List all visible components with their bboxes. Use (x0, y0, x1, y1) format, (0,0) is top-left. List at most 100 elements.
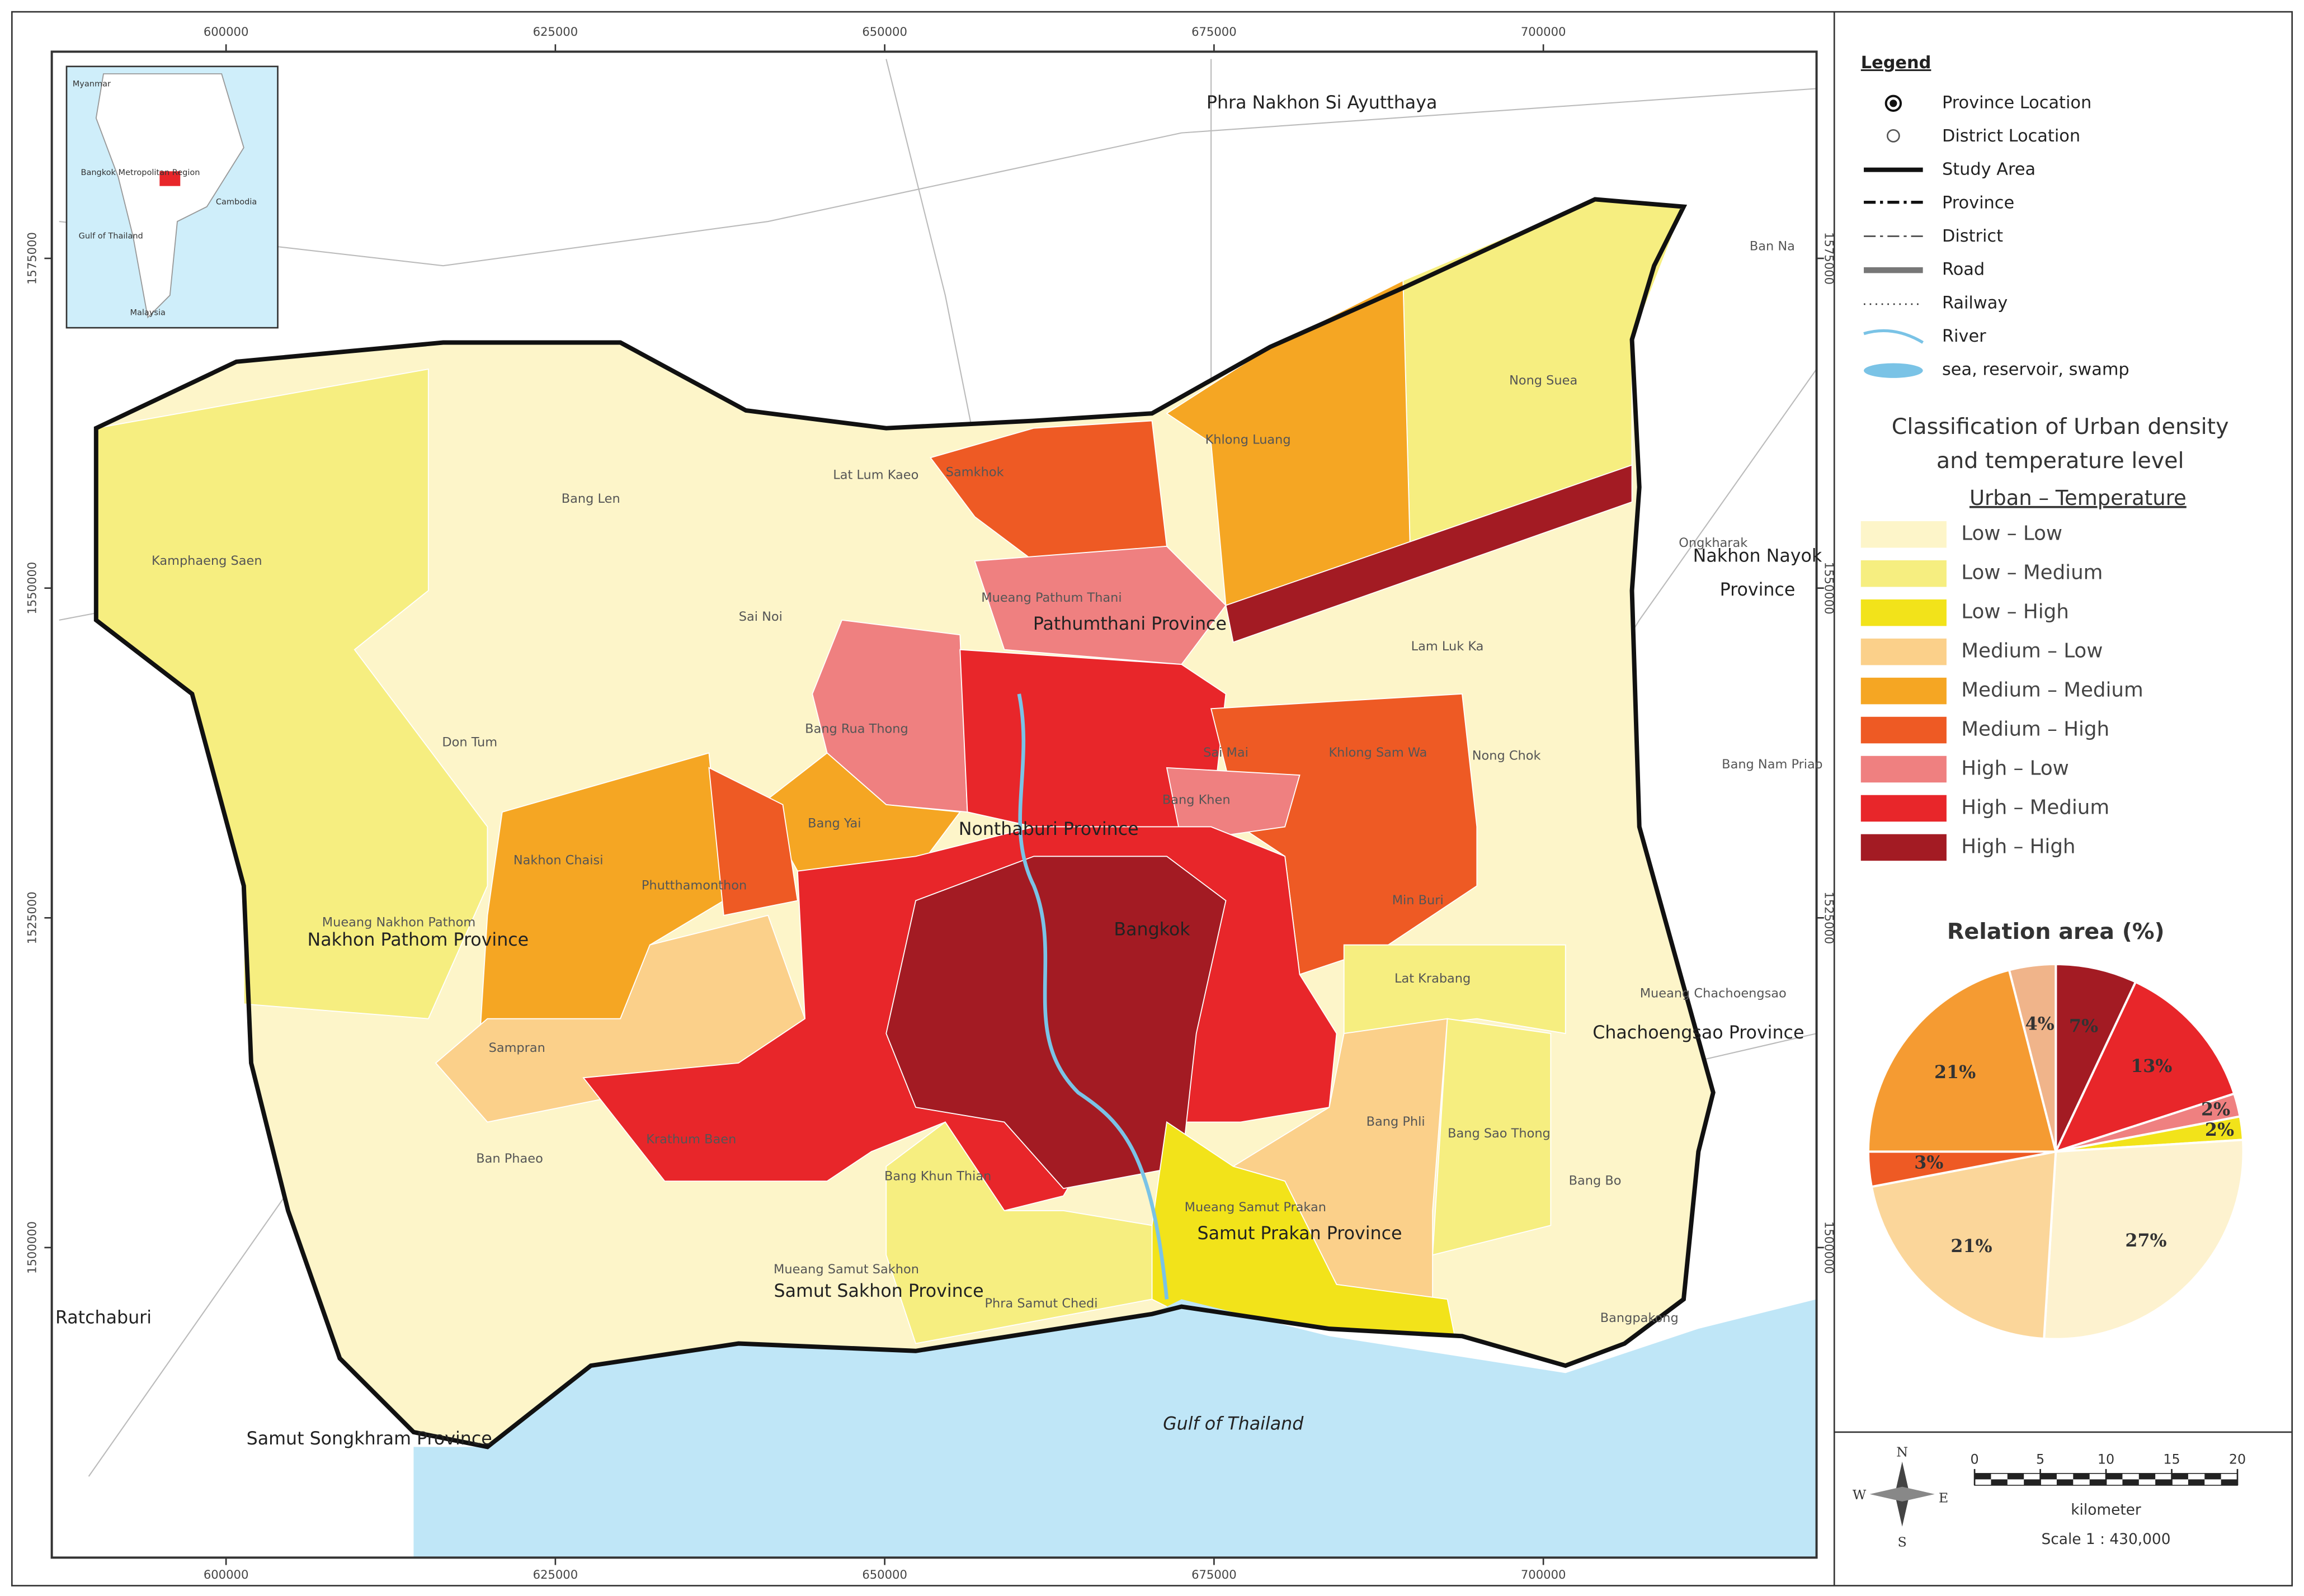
legend-symbols (1863, 95, 1924, 378)
scale-tick-label: 15 (2163, 1452, 2180, 1467)
legend-item: Railway (1942, 293, 2008, 313)
place-label: Sai Mai (1203, 745, 1248, 760)
class-swatch (1860, 755, 1947, 783)
district (974, 545, 1227, 665)
class-swatch (1860, 521, 1947, 548)
y-tick-label: 1575000 (25, 232, 39, 285)
place-label: Sai Noi (739, 610, 783, 624)
place-label: Samut Songkhram Province (247, 1429, 492, 1449)
place-label: Gulf of Thailand (1163, 1414, 1304, 1434)
pie-label: 2% (2201, 1099, 2230, 1120)
place-label: Ban Phaeo (476, 1151, 543, 1166)
legend-item: Province Location (1942, 93, 2091, 112)
y-tick-label: 1500000 (1822, 1221, 1836, 1274)
legend-item: Road (1942, 260, 1985, 280)
class-label: High – High (1961, 835, 2075, 858)
class-label: Low – Low (1961, 522, 2062, 545)
legend-item: Province (1942, 193, 2014, 213)
place-label: Mueang Samut Sakhon (774, 1262, 919, 1277)
pie-label: 2% (2205, 1120, 2234, 1140)
scale-segment (2221, 1479, 2238, 1485)
pie-slice (2053, 980, 2236, 1154)
place-label: Ban Na (1750, 239, 1795, 253)
x-tick-label: 700000 (1521, 25, 1566, 39)
symbol-district (1886, 129, 1900, 143)
inset-study-area (159, 171, 181, 186)
classification-title: Classification of Urban density (1892, 414, 2229, 440)
compass-letter: E (1939, 1490, 1948, 1505)
pie-label: 13% (2131, 1056, 2172, 1076)
district (708, 767, 798, 916)
legend-item: sea, reservoir, swamp (1942, 360, 2129, 380)
place-label: Bang Phli (1367, 1115, 1425, 1129)
inset-label: Gulf of Thailand (79, 232, 143, 240)
compass-letter: N (1896, 1444, 1908, 1460)
district (885, 1121, 1153, 1344)
place-label: Nong Chok (1472, 748, 1541, 763)
place-label: Khlong Luang (1205, 432, 1291, 447)
symbol-sea (1864, 363, 1923, 378)
compass-letter: W (1853, 1487, 1867, 1503)
pie-label: 21% (1934, 1062, 1976, 1083)
inset-map (65, 65, 279, 329)
map-frame (50, 50, 1818, 1559)
pie-label: 21% (1950, 1236, 1992, 1257)
class-label: Medium – High (1961, 718, 2109, 741)
classification-title: and temperature level (1937, 448, 2184, 474)
place-label: Khlong Sam Wa (1328, 745, 1427, 760)
scale-segment (2007, 1473, 2024, 1480)
place-label: Bang Len (562, 492, 620, 506)
district (1432, 1018, 1552, 1256)
place-label: Nakhon Chaisi (513, 853, 604, 868)
x-tick-label: 600000 (204, 25, 249, 39)
class-swatch (1860, 677, 1947, 705)
x-tick-label: 625000 (533, 1567, 578, 1581)
pie-slice (1870, 1150, 2057, 1340)
scale-segment (2024, 1479, 2041, 1485)
place-label: Sampran (489, 1041, 545, 1055)
x-tick-label: 650000 (862, 1567, 907, 1581)
place-label: Bang Khun Thian (884, 1169, 991, 1184)
place-label: Lam Luk Ka (1411, 639, 1484, 654)
river (1017, 693, 1169, 1300)
y-tick-label: 1550000 (25, 562, 39, 615)
class-label: Low – Medium (1961, 561, 2103, 584)
pie-label: 3% (1914, 1152, 1943, 1173)
place-label: Phra Samut Chedi (984, 1296, 1097, 1311)
classification-subtitle: Urban – Temperature (1970, 486, 2187, 510)
place-label: Nakhon Pathom Province (308, 930, 529, 950)
legend-item: Study Area (1942, 160, 2036, 180)
district (1225, 464, 1633, 643)
x-tick-label: 600000 (204, 1567, 249, 1581)
place-label: Don Tum (442, 735, 497, 749)
inset-country (95, 73, 244, 319)
scale-ratio: Scale 1 : 430,000 (2042, 1531, 2171, 1548)
scale-segment (2122, 1479, 2139, 1485)
place-label: Nong Suea (1509, 374, 1577, 388)
scale-segment (1991, 1479, 2008, 1485)
scale-unit: kilometer (2071, 1501, 2141, 1518)
y-tick-label: 1500000 (25, 1221, 39, 1274)
road (885, 59, 976, 443)
inset-label: Malaysia (130, 309, 165, 318)
place-label: Samut Prakan Province (1198, 1224, 1402, 1244)
y-tick-label: 1550000 (1822, 562, 1836, 615)
scale-tick-label: 0 (1970, 1452, 1978, 1467)
class-label: High – Low (1961, 757, 2069, 780)
y-tick-label: 1525000 (1822, 891, 1836, 944)
sea (413, 1299, 1817, 1558)
place-label: Kamphaeng Saen (152, 554, 262, 568)
symbol-river (1863, 329, 1924, 344)
class-label: Low – High (1961, 601, 2069, 624)
place-label: Samut Sakhon Province (774, 1281, 984, 1301)
place-label: Mueang Pathum Thani (981, 591, 1122, 605)
y-tick-label: 1525000 (25, 891, 39, 944)
legend-item: River (1942, 327, 1986, 346)
class-swatch (1860, 560, 1947, 587)
pie-slice (2055, 963, 2137, 1153)
place-label: Mueang Chachoengsao (1640, 986, 1787, 1000)
x-tick-label: 675000 (1191, 25, 1237, 39)
scale-segment (2204, 1473, 2221, 1480)
chart-title: Relation area (%) (1947, 919, 2165, 945)
place-label: Mueang Samut Prakan (1185, 1200, 1326, 1215)
